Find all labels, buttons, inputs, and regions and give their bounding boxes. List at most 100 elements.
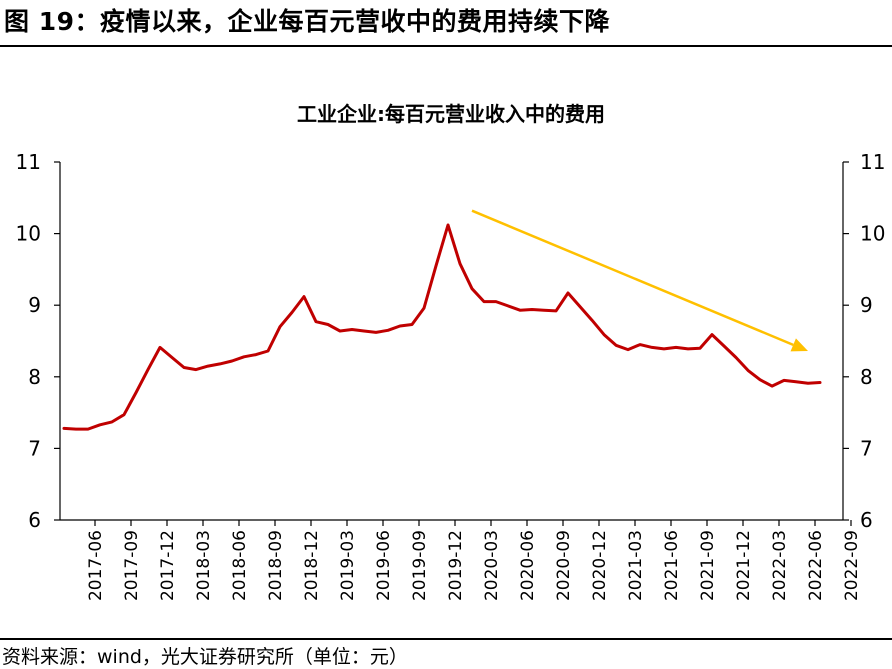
data-point [315,320,317,323]
data-point [747,369,749,372]
x-tick-label: 2021-09 [698,530,718,601]
series-line-0 [62,223,822,431]
data-point [459,262,461,265]
data-point [639,343,641,346]
data-point [303,295,305,298]
data-point [99,424,101,426]
x-tick-label: 2021-03 [626,530,646,601]
data-point [435,265,437,267]
data-point [483,300,485,303]
data-point [687,348,689,350]
data-point [615,344,617,347]
data-point [231,360,233,362]
data-point [159,346,161,349]
data-point [423,307,425,309]
data-point [411,323,413,326]
data-point [543,309,545,312]
right-y-tick-label: 9 [860,293,873,317]
data-point [387,329,389,332]
data-point [471,287,473,290]
x-tick-label: 2020-06 [518,530,538,601]
right-y-axis-ticks: 6 7 8 9 10 11 [843,150,885,532]
data-point [507,305,509,307]
x-tick-label: 2019-03 [338,530,358,601]
x-tick-label: 2018-06 [230,530,250,601]
data-point [291,311,293,314]
data-point [603,333,605,336]
data-point [63,427,65,430]
x-tick-label: 2022-03 [770,530,790,601]
data-point [399,325,401,327]
source-note: 资料来源：wind，光大证券研究所（单位：元） [2,646,408,668]
data-point [699,347,701,350]
data-point [591,319,593,322]
right-y-tick-label: 7 [860,436,873,460]
y-tick-label: 10 [16,222,41,246]
data-point [87,428,89,430]
data-point [135,391,137,394]
trend-arrow-head [790,338,808,352]
data-point [675,346,677,349]
figure-title: 图 19：疫情以来，企业每百元营收中的费用持续下降 [4,7,610,36]
x-axis-ticks: 2017-06 2017-09 2017-12 2018-03 2018-06 2018-… [86,520,862,601]
right-y-tick-label: 11 [860,150,885,174]
data-point [267,350,269,352]
data-point [759,378,761,381]
data-point [111,421,113,423]
x-tick-label: 2019-12 [446,530,466,601]
data-point [207,365,209,367]
data-point [819,381,821,384]
data-point [519,309,521,312]
data-point [447,224,449,226]
data-point [555,310,557,312]
x-tick-label: 2018-03 [194,530,214,601]
trend-arrow-shaft [471,209,794,347]
annotation-layer [471,209,808,352]
source-rule [0,638,892,640]
data-point [723,345,725,347]
series-layer [62,223,822,431]
x-tick-label: 2017-12 [158,530,178,601]
data-point [123,413,125,416]
data-point [339,330,341,332]
x-tick-label: 2018-09 [266,530,286,601]
x-tick-label: 2019-06 [374,530,394,601]
title-rule [0,45,892,47]
data-point [279,325,281,328]
data-point [363,330,365,332]
x-tick-label: 2021-06 [662,530,682,601]
data-point [375,331,377,334]
data-point [807,382,809,385]
x-tick-label: 2022-09 [842,530,862,601]
x-tick-label: 2017-06 [86,530,106,601]
y-tick-label: 11 [16,150,41,174]
data-point [255,353,257,356]
data-point [183,366,185,369]
data-point [147,368,149,371]
right-y-tick-label: 10 [860,222,885,246]
data-point [627,348,629,351]
right-y-tick-label: 8 [860,365,873,389]
y-tick-label: 7 [28,436,41,460]
data-point [75,428,77,430]
y-tick-label: 8 [28,365,41,389]
data-point [783,379,785,382]
x-tick-label: 2020-03 [482,530,502,601]
data-point [195,368,197,371]
x-tick-label: 2020-09 [554,530,574,601]
data-point [795,381,797,383]
chart-title: 工业企业:每百元营业收入中的费用 [297,102,605,126]
data-point [771,385,773,387]
data-point [711,333,713,336]
data-point [663,348,665,350]
x-tick-label: 2017-09 [122,530,142,601]
x-tick-label: 2022-06 [806,530,826,601]
x-tick-label: 2018-12 [302,530,322,601]
x-tick-label: 2019-09 [410,530,430,601]
data-point [567,292,569,294]
data-point [243,356,245,358]
right-y-tick-label: 6 [860,508,873,532]
data-point [579,305,581,308]
data-point [219,363,221,365]
